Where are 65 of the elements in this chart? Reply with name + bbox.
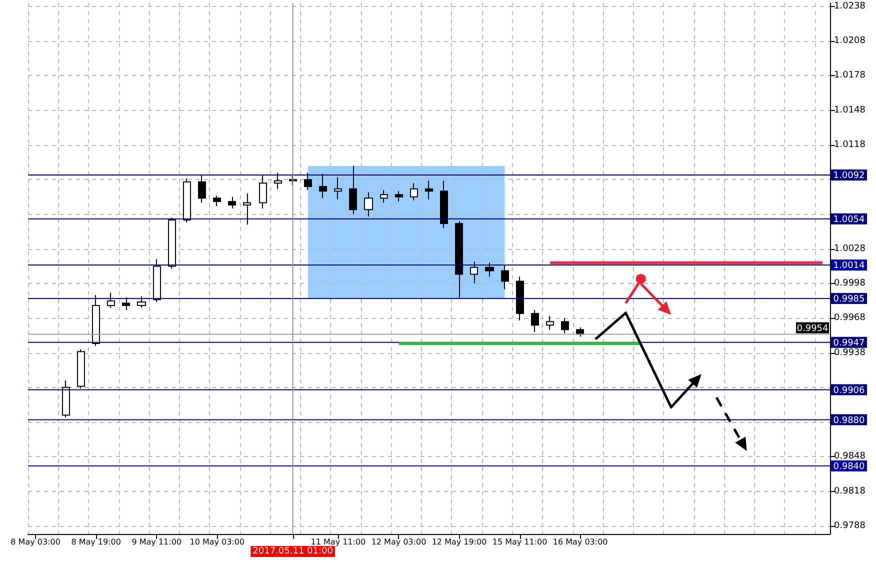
x-tick-label: 8 May 19:00 [71, 538, 121, 546]
candlestick [576, 326, 584, 338]
candlestick [107, 292, 115, 308]
candlestick [213, 195, 221, 207]
y-tick-label: 1.0178 [834, 70, 866, 81]
candlestick [77, 348, 85, 390]
candlestick [364, 192, 373, 218]
y-tick-label: 0.9788 [834, 520, 866, 531]
x-tick-label: 8 May 03:00 [10, 538, 60, 546]
candlestick [243, 192, 251, 226]
candlestick [319, 173, 327, 199]
candlestick [153, 258, 161, 302]
ref-line-label: 0.9906 [833, 386, 866, 396]
y-tick-label: 1.0208 [834, 36, 866, 46]
x-tick-label: 9 May 11:00 [132, 538, 182, 546]
x-tick-label: 2017.05.11 01:00 [252, 546, 334, 556]
candlestick [425, 180, 433, 200]
candlestick [440, 180, 448, 229]
x-tick-label: 15 May 11:00 [492, 538, 548, 546]
y-tick-label: 0.9938 [834, 348, 866, 358]
candlestick [455, 220, 463, 298]
x-tick-label: 10 May 03:00 [190, 538, 245, 546]
candlestick [470, 261, 478, 284]
candlestick [122, 296, 130, 311]
candlestick [183, 178, 191, 223]
y-tick-label: 0.9818 [834, 486, 866, 496]
y-tick-label: 0.9848 [834, 452, 866, 462]
candlestick [198, 174, 206, 204]
ref-line-label: 0.9947 [833, 338, 865, 349]
candlestick [62, 380, 70, 418]
candlestick [259, 174, 267, 209]
y-tick-label: 0.9968 [834, 313, 866, 324]
candlestick [334, 176, 342, 200]
ref-line-label: 1.0014 [833, 261, 866, 272]
x-tick-label: 16 May 03:00 [552, 538, 608, 546]
x-tick-label: 12 May 19:00 [432, 538, 487, 546]
candlestick [349, 165, 357, 215]
candlestick [304, 172, 312, 191]
ref-line-label: 0.9985 [833, 294, 865, 305]
candlestick [410, 182, 418, 201]
candlestick [274, 172, 282, 190]
candlestick [531, 310, 539, 332]
candlestick [92, 294, 100, 346]
y-tick-label: 1.0148 [834, 105, 866, 116]
y-tick-label: 1.0238 [834, 1, 866, 12]
candlestick [485, 262, 494, 278]
candlestick [395, 190, 403, 202]
candlestick [228, 196, 236, 209]
candlestick [546, 315, 554, 330]
ref-line-label: 1.0092 [833, 171, 865, 182]
y-tick-label: 1.0028 [834, 244, 866, 254]
ref-line-label: 1.0054 [833, 215, 866, 226]
candlestick [380, 190, 388, 204]
candlestick [516, 276, 524, 321]
y-tick-label: 0.9998 [834, 278, 866, 289]
ref-line-label: 0.9840 [833, 462, 866, 472]
ref-line-label: 0.9954 [796, 324, 829, 334]
candlestick [501, 264, 509, 290]
candlestick [137, 296, 146, 308]
candlestick [168, 217, 176, 269]
y-tick-label: 1.0118 [834, 140, 866, 150]
x-tick-label: 11 May 11:00 [310, 538, 366, 546]
ref-line-label: 0.9880 [833, 416, 866, 426]
x-tick-label: 12 May 03:00 [371, 538, 426, 546]
candlestick [561, 318, 569, 334]
